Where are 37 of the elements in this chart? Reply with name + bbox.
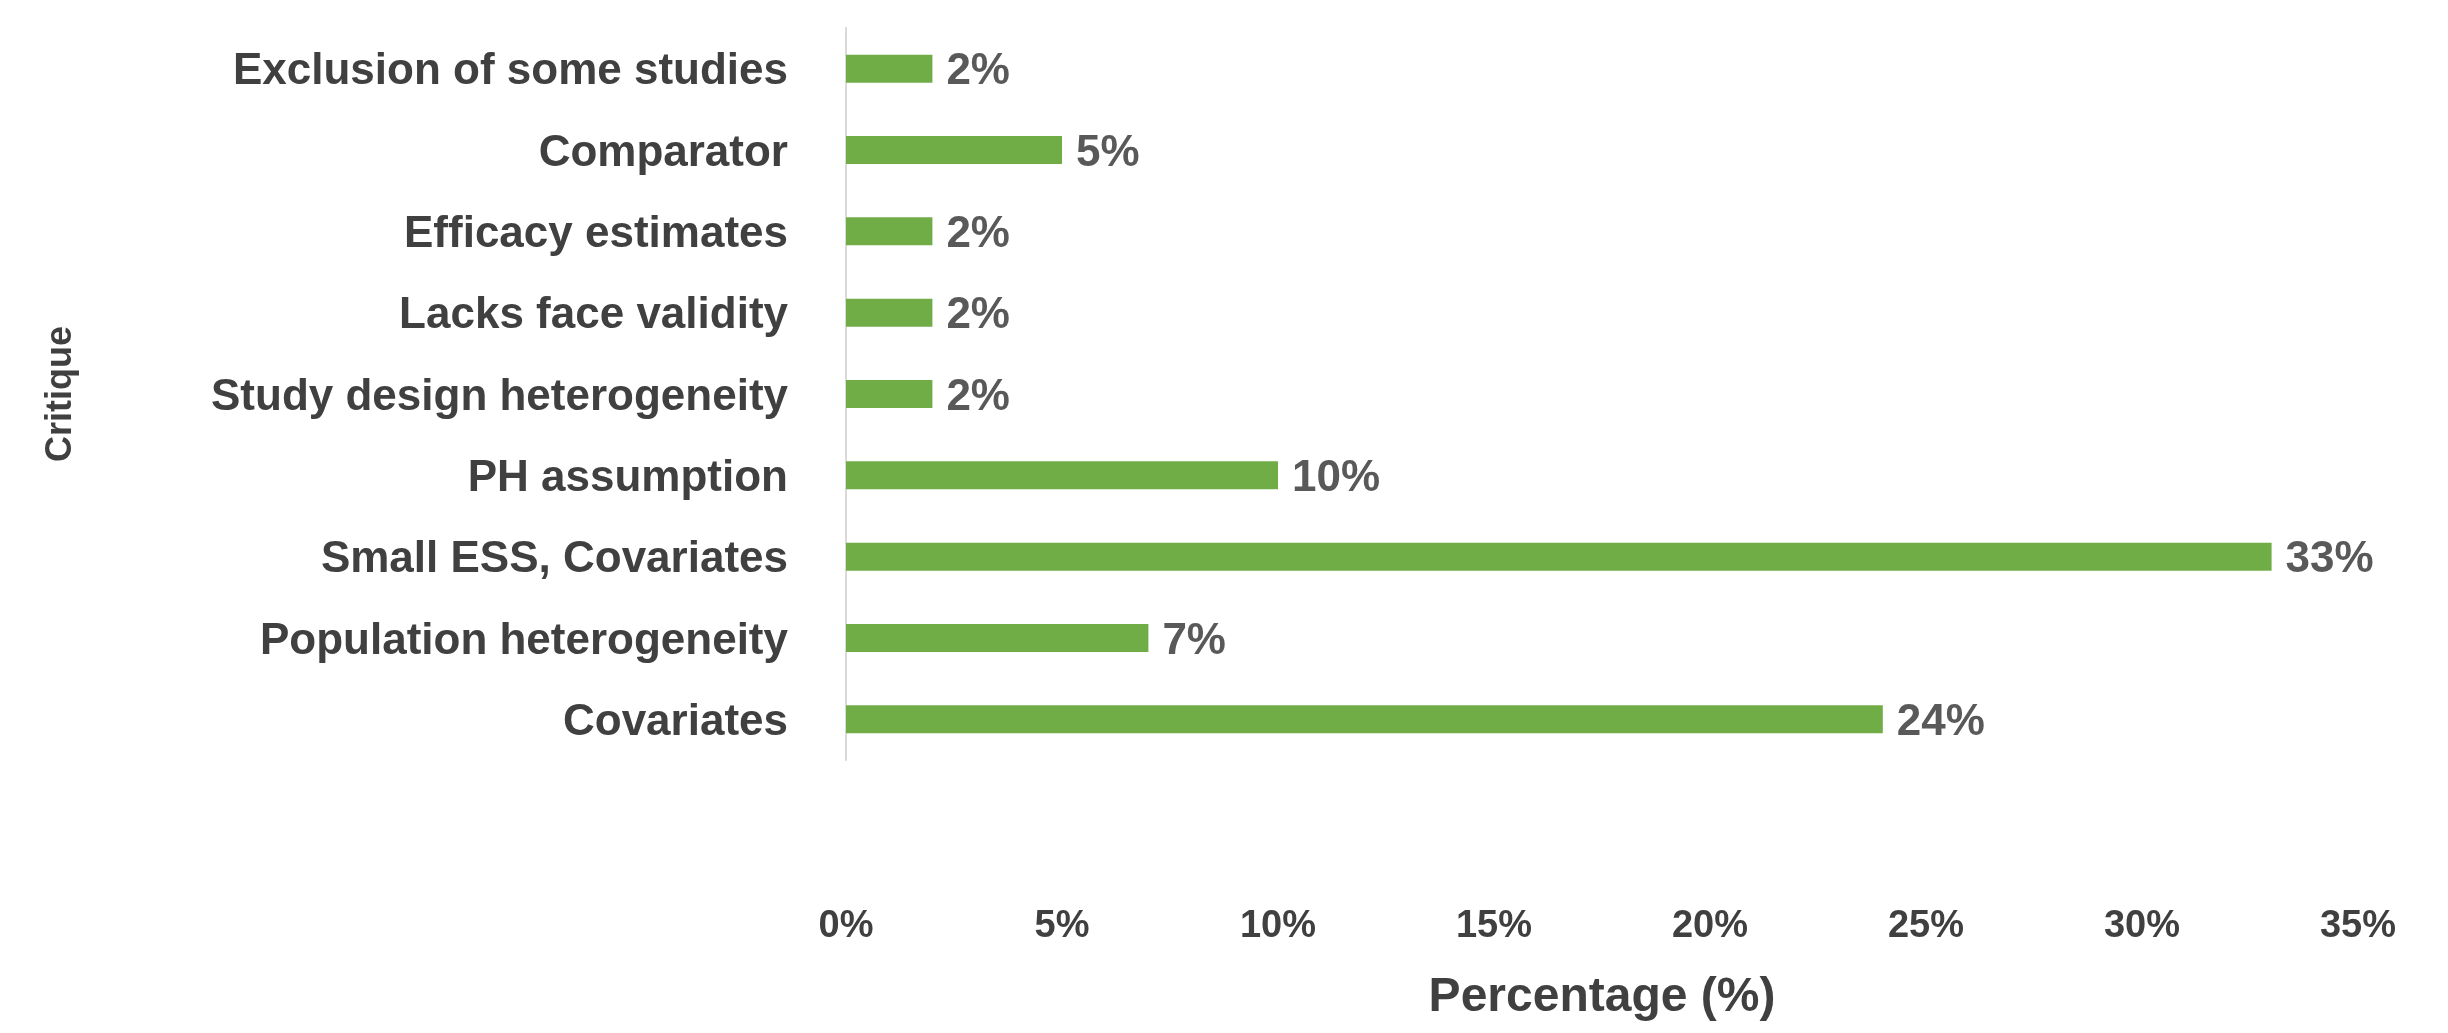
data-label: 2% [946, 288, 1010, 338]
bar [846, 54, 933, 83]
x-tick-label: 35% [2319, 903, 2397, 945]
x-tick-label: 30% [2103, 903, 2181, 945]
bar [846, 298, 933, 327]
y-tick-label: Study design heterogeneity [211, 369, 789, 419]
bar [846, 624, 1149, 652]
data-label: 5% [1076, 125, 1140, 175]
bar [846, 705, 1883, 734]
data-label: 2% [946, 369, 1010, 419]
data-label: 2% [946, 206, 1010, 256]
y-tick-label: PH assumption [467, 450, 788, 500]
data-label: 7% [1162, 613, 1226, 663]
y-tick-label: Covariates [562, 694, 788, 744]
y-tick-label: Efficacy estimates [404, 206, 788, 256]
bar [846, 217, 933, 246]
bar [846, 461, 1278, 490]
x-tick-label: 5% [1034, 903, 1090, 945]
x-tick-label: 15% [1455, 903, 1533, 945]
y-tick-label: Exclusion of some studies [232, 44, 788, 94]
x-axis-title: Percentage (%) [1428, 967, 1776, 1021]
data-label: 2% [946, 44, 1010, 94]
y-tick-label: Comparator [538, 125, 788, 175]
data-label: 10% [1292, 450, 1381, 500]
x-tick-label: 20% [1671, 903, 1749, 945]
data-label: 33% [2285, 532, 2374, 582]
bar [846, 380, 933, 408]
x-tick-label: 25% [1887, 903, 1965, 945]
y-axis-title: Critique [37, 325, 79, 463]
x-tick-label: 0% [818, 903, 874, 945]
x-tick-label: 10% [1239, 903, 1317, 945]
bar [846, 542, 2272, 571]
y-tick-label: Population heterogeneity [259, 613, 789, 663]
y-tick-label: Lacks face validity [399, 288, 789, 338]
bar [846, 136, 1062, 164]
data-label: 24% [1896, 694, 1985, 744]
y-tick-label: Small ESS, Covariates [320, 532, 788, 582]
